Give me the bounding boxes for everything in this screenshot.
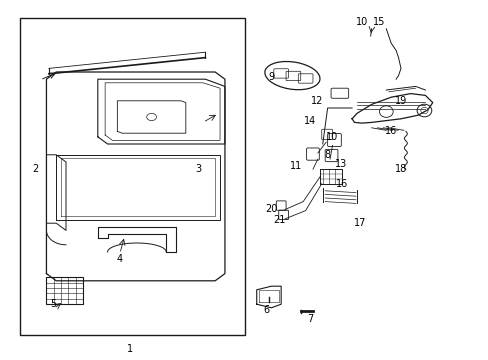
Text: 18: 18 <box>394 164 407 174</box>
Text: 6: 6 <box>263 305 269 315</box>
Text: 10: 10 <box>355 17 367 27</box>
Text: 12: 12 <box>310 96 323 106</box>
Text: 15: 15 <box>372 17 385 27</box>
Text: 7: 7 <box>307 314 313 324</box>
Text: 16: 16 <box>384 126 397 136</box>
Text: 1: 1 <box>126 344 132 354</box>
Text: 4: 4 <box>117 254 122 264</box>
Bar <box>46 277 83 304</box>
Text: 2: 2 <box>32 164 38 174</box>
Text: 19: 19 <box>394 96 407 106</box>
Text: 14: 14 <box>304 116 316 126</box>
Text: 21: 21 <box>273 215 285 225</box>
Bar <box>20 18 244 335</box>
Text: 5: 5 <box>51 299 57 309</box>
Text: 13: 13 <box>334 159 347 169</box>
Text: 8: 8 <box>324 150 330 160</box>
Text: 3: 3 <box>195 164 201 174</box>
Text: 20: 20 <box>264 204 277 214</box>
Text: 11: 11 <box>289 161 302 171</box>
Text: 10: 10 <box>325 132 338 142</box>
Text: 9: 9 <box>268 72 274 82</box>
Text: 16: 16 <box>335 179 348 189</box>
Text: 17: 17 <box>353 218 366 228</box>
